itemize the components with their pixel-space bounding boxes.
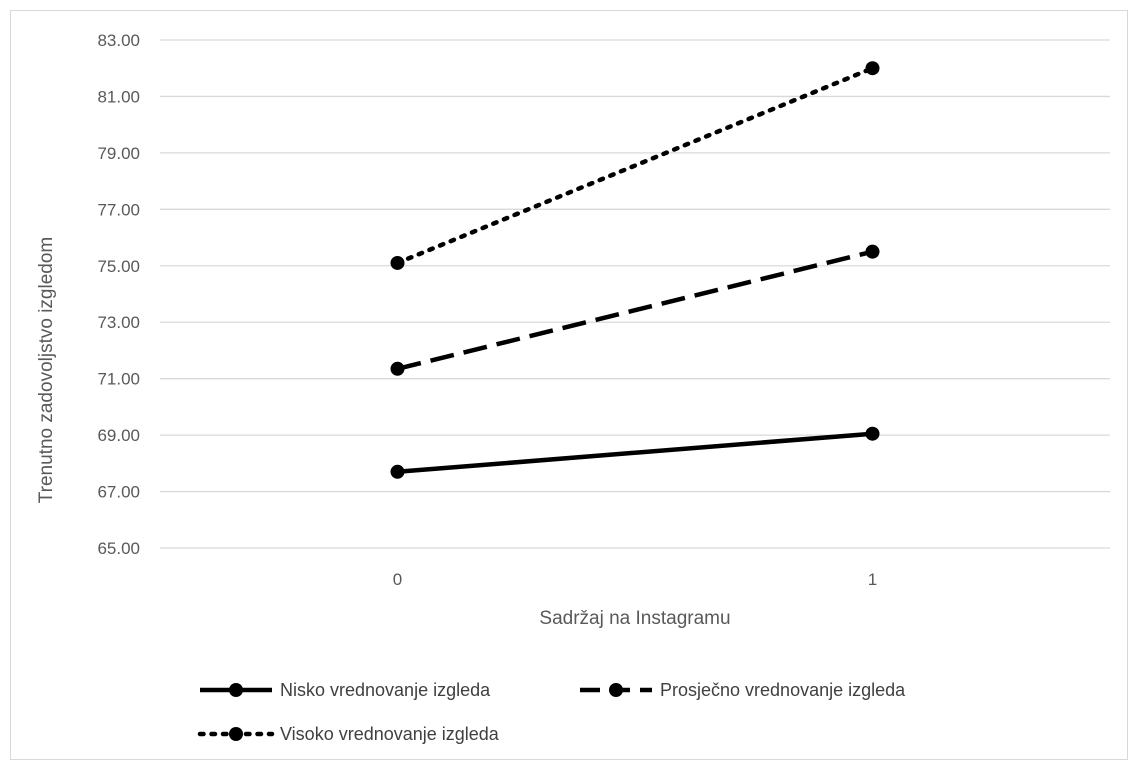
legend-label: Prosječno vrednovanje izgleda [660,680,906,700]
y-tick-label: 79.00 [97,144,140,163]
data-point [865,244,880,259]
y-axis-ticks: 65.00 67.00 69.00 71.00 73.00 75.00 77.00 79.00… [97,31,140,558]
legend-label: Visoko vrednovanje izgleda [280,724,500,744]
y-tick-label: 83.00 [97,31,140,50]
series-line [397,431,873,475]
legend: Nisko vrednovanje izgleda Prosječno vredn… [197,680,906,744]
x-axis-title: Sadržaj na Instagramu [539,608,730,629]
legend-entry: Prosječno vrednovanje izgleda [580,680,906,700]
data-point [865,61,880,76]
y-tick-label: 67.00 [97,483,140,502]
data-point [390,464,405,479]
series-line [395,65,875,266]
legend-entry: Visoko vrednovanje izgleda [197,724,500,744]
data-point [390,361,405,376]
y-axis-title: Trenutno zadovoljstvo izgledom [36,237,57,504]
y-tick-label: 73.00 [97,313,140,332]
legend-marker [229,683,243,697]
y-tick-label: 71.00 [97,370,140,389]
data-point [865,426,880,441]
chart-frame [10,10,1128,760]
y-tick-label: 69.00 [97,426,140,445]
legend-marker [229,727,243,741]
series-line [396,249,874,371]
x-tick-label: 1 [868,570,877,589]
y-tick-label: 77.00 [97,200,140,219]
series-1 [390,426,880,479]
y-tick-label: 81.00 [97,87,140,106]
y-tick-label: 75.00 [97,257,140,276]
legend-entry: Nisko vrednovanje izgleda [200,680,491,700]
legend-marker [609,683,623,697]
legend-label: Nisko vrednovanje izgleda [280,680,491,700]
series-2 [390,244,880,376]
series-3 [390,61,880,270]
series-group [390,61,880,479]
gridlines [160,39,1110,493]
y-tick-label: 65.00 [97,539,140,558]
x-tick-label: 0 [393,570,402,589]
data-point [390,255,405,270]
